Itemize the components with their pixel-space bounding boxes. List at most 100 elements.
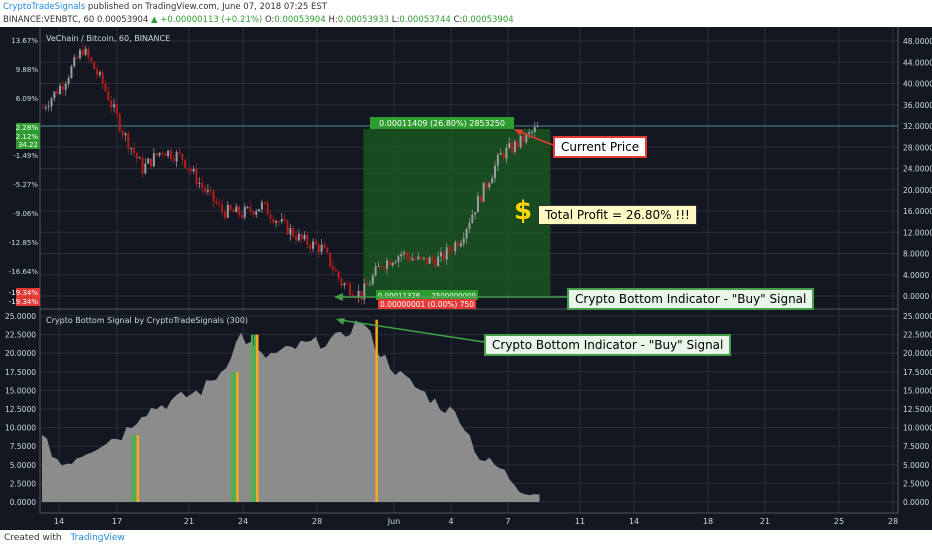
candle-body xyxy=(277,221,280,223)
indicator-left-tick-label: 7.5000 xyxy=(10,442,36,451)
indicator-tick-label: 2.5000 xyxy=(903,479,929,488)
x-tick-label: 24 xyxy=(238,517,248,526)
candle-body xyxy=(90,57,93,62)
right-tick-label: 40.0000 xyxy=(903,80,932,89)
candle-body xyxy=(317,244,320,253)
signal-orange-bar xyxy=(236,371,239,502)
indicator-title: Crypto Bottom Signal by CryptoTradeSigna… xyxy=(46,316,248,325)
candle-body xyxy=(189,168,192,172)
indicator-tick-label: 7.5000 xyxy=(903,442,929,451)
annotation-total-profit: Total Profit = 26.80% !!! xyxy=(538,205,697,225)
arrow-current-price xyxy=(516,130,554,146)
candle-body xyxy=(113,104,116,108)
candle-body xyxy=(96,69,99,75)
left-tick-label: 34.22 xyxy=(18,141,38,149)
candle-body xyxy=(394,261,397,263)
candle-body xyxy=(76,57,79,59)
indicator-left-tick-label: 0.0000 xyxy=(10,498,36,507)
candle-body xyxy=(260,202,263,210)
indicator-tick-label: 22.5000 xyxy=(903,331,932,340)
candle-body xyxy=(454,242,457,252)
candle-body xyxy=(422,257,425,259)
candle-body xyxy=(491,177,494,184)
candle-body xyxy=(192,168,195,172)
candle-body xyxy=(431,257,434,260)
right-tick-label: 28.0000 xyxy=(903,143,932,152)
candle-body xyxy=(403,252,406,255)
candle-body xyxy=(488,183,491,188)
candle-body xyxy=(124,133,127,136)
left-tick-label: -12.85% xyxy=(9,239,39,247)
candle-body xyxy=(286,220,289,235)
high-label: H: xyxy=(328,15,338,25)
candle-body xyxy=(351,294,354,297)
candle-body xyxy=(474,212,477,215)
candle-body xyxy=(511,143,514,153)
candle-body xyxy=(445,247,448,260)
candle-body xyxy=(47,106,50,108)
candle-body xyxy=(263,202,266,204)
candle-body xyxy=(81,50,84,55)
symbol-label: BINANCE:VENBTC, 60 xyxy=(3,15,95,25)
open-value: 0.00053904 xyxy=(274,15,326,25)
candle-body xyxy=(167,150,170,157)
published-text: published on TradingView.com, June 07, 2… xyxy=(87,2,327,12)
candle-body xyxy=(397,256,400,262)
candle-body xyxy=(184,159,187,168)
candle-body xyxy=(513,141,516,153)
x-tick-label: 28 xyxy=(312,517,322,526)
candle-body xyxy=(312,241,315,249)
range-top-label-bg xyxy=(370,117,514,129)
candle-body xyxy=(459,243,462,247)
candle-body xyxy=(380,266,383,268)
chart-canvas[interactable]: 48.000044.000040.000036.000032.000028.00… xyxy=(0,27,932,530)
candle-body xyxy=(314,241,317,245)
candle-body xyxy=(59,86,62,94)
indicator-tick-label: 0.0000 xyxy=(903,498,929,507)
low-value: 0.00053744 xyxy=(399,15,451,25)
candle-body xyxy=(494,165,497,178)
close-value: 0.00053904 xyxy=(462,15,514,25)
candle-body xyxy=(522,135,525,143)
x-tick-label: 14 xyxy=(54,517,64,526)
right-tick-label: 36.0000 xyxy=(903,101,932,110)
candle-body xyxy=(334,270,337,272)
indicator-signals xyxy=(131,319,378,502)
candle-body xyxy=(331,266,334,271)
candle-body xyxy=(178,152,181,154)
candle-body xyxy=(229,204,232,210)
candle-body xyxy=(499,152,502,155)
candle-body xyxy=(201,182,204,188)
indicator-left-tick-label: 15.0000 xyxy=(5,386,36,395)
publisher-link[interactable]: CryptoTradeSignals xyxy=(3,2,86,12)
signal-green-bar xyxy=(134,435,138,502)
candle-body xyxy=(383,267,386,269)
candle-body xyxy=(50,98,53,107)
indicator-left-tick-label: 17.5000 xyxy=(5,368,36,377)
right-tick-label: 0.0000 xyxy=(903,292,929,301)
candle-body xyxy=(87,48,90,58)
candle-body xyxy=(53,91,56,99)
candle-body xyxy=(212,190,215,202)
left-tick-label: 6.09% xyxy=(16,95,39,103)
indicator-tick-label: 12.5000 xyxy=(903,405,932,414)
candle-body xyxy=(326,248,329,253)
candle-body xyxy=(84,48,87,55)
candle-body xyxy=(67,77,70,84)
candle-body xyxy=(127,133,130,149)
candle-body xyxy=(158,152,161,156)
signal-green-bar xyxy=(254,334,257,502)
candle-body xyxy=(186,167,189,169)
candle-body xyxy=(417,256,420,260)
candle-body xyxy=(42,107,44,109)
candle-body xyxy=(405,252,408,257)
candle-body xyxy=(462,238,465,244)
header-line-2: BINANCE:VENBTC, 60 0.00053904 ▲ +0.00000… xyxy=(3,15,514,25)
candle-body xyxy=(152,153,155,167)
tradingview-link[interactable]: TradingView xyxy=(70,533,125,543)
candle-body xyxy=(420,256,423,259)
left-tick-label: -1.49% xyxy=(13,152,38,160)
candle-body xyxy=(198,182,201,184)
candle-body xyxy=(388,260,391,266)
candle-body xyxy=(141,157,144,174)
